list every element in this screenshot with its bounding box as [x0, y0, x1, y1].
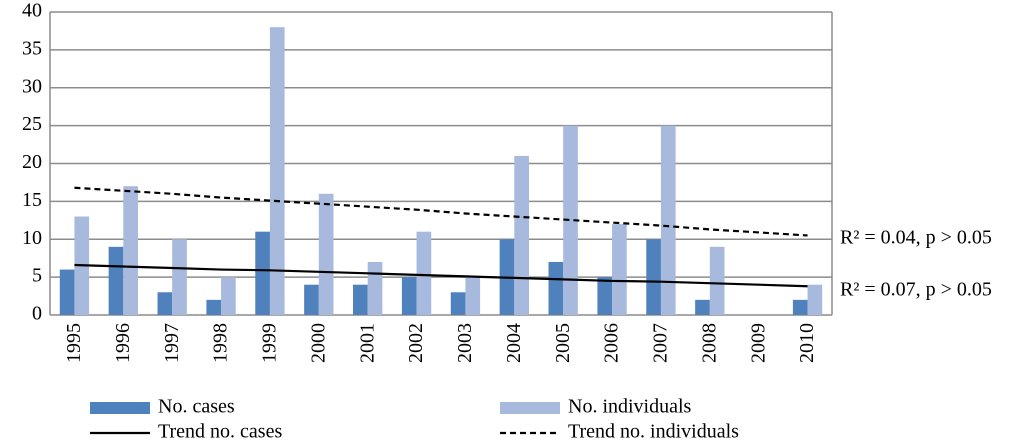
bar: [401, 277, 417, 315]
bar: [563, 125, 578, 315]
x-tick-label: 2005: [552, 323, 574, 363]
x-tick-label: 2007: [650, 323, 672, 363]
y-tick-label: 40: [22, 0, 42, 22]
bar: [416, 231, 432, 315]
legend-label: Trend no. cases: [158, 421, 282, 443]
y-tick-label: 10: [22, 227, 42, 249]
x-tick-label: 2001: [356, 323, 378, 363]
y-tick-label: 25: [22, 113, 42, 135]
bar: [206, 299, 222, 315]
bar: [269, 27, 285, 316]
bar: [353, 284, 368, 315]
bar: [59, 269, 75, 315]
bar: [367, 261, 383, 315]
bar: [255, 231, 270, 315]
x-tick-label: 2010: [796, 323, 818, 363]
bar: [108, 246, 124, 315]
x-tick-label: 2008: [698, 323, 720, 363]
trend-line: [74, 263, 808, 288]
x-tick-label: 1995: [63, 323, 85, 363]
x-tick-label: 2006: [601, 323, 623, 363]
bar: [646, 239, 661, 315]
bar: [172, 239, 187, 315]
x-tick-label: 2003: [454, 323, 476, 363]
annotation: R² = 0.07, p > 0.05: [840, 279, 992, 301]
y-tick-label: 0: [32, 303, 42, 325]
bar: [597, 277, 613, 315]
bar: [318, 193, 334, 315]
bar: [221, 277, 236, 315]
x-tick-label: 1998: [210, 323, 232, 363]
x-tick-label: 2009: [747, 323, 769, 363]
bar: [123, 186, 138, 315]
bar: [660, 125, 676, 315]
x-tick-label: 1997: [161, 323, 183, 363]
legend-label: No. individuals: [568, 396, 692, 418]
bar: [807, 284, 823, 315]
legend-swatch: [90, 402, 150, 414]
legend-swatch: [500, 402, 560, 414]
bar: [792, 299, 808, 315]
bar: [548, 261, 564, 315]
annotation: R² = 0.04, p > 0.05: [840, 227, 992, 249]
bar: [157, 292, 173, 315]
bar: [465, 277, 481, 315]
bar: [514, 155, 529, 315]
y-tick-label: 20: [22, 151, 42, 173]
x-tick-label: 2004: [503, 323, 525, 363]
bar: [304, 284, 319, 315]
bar: [709, 246, 725, 315]
legend-label: No. cases: [158, 396, 235, 418]
x-tick-label: 2000: [307, 323, 329, 363]
y-tick-label: 5: [32, 265, 42, 287]
x-tick-label: 2002: [405, 323, 427, 363]
trend-line: [74, 186, 808, 237]
x-tick-label: 1996: [112, 323, 134, 363]
bar: [450, 292, 466, 315]
bar: [612, 224, 627, 315]
y-tick-label: 15: [22, 189, 42, 211]
x-tick-label: 1999: [259, 323, 281, 363]
legend-label: Trend no. individuals: [568, 421, 739, 443]
y-tick-label: 30: [22, 75, 42, 97]
bar: [695, 299, 710, 315]
y-tick-label: 35: [22, 37, 42, 59]
